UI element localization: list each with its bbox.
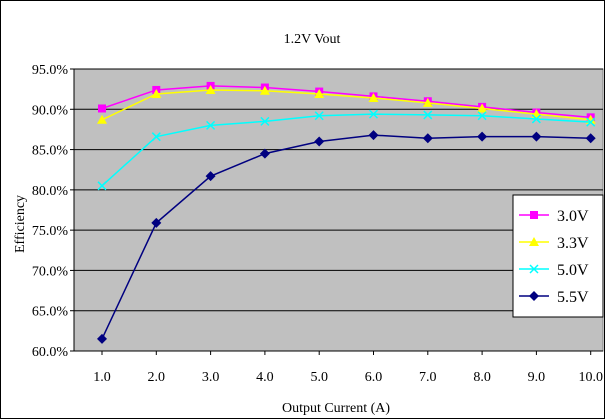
data-point-5-0v	[423, 110, 433, 120]
x-tick-label: 3.0	[202, 370, 220, 385]
x-tick-label: 9.0	[528, 370, 546, 385]
series-3-3v	[97, 84, 596, 124]
data-point-5-0v	[97, 181, 107, 191]
y-tick-label: 95.0%	[32, 63, 69, 78]
data-point-3-3v	[259, 85, 270, 95]
data-point-5-5v	[477, 131, 488, 142]
legend-label-5-0v: 5.0V	[557, 262, 589, 279]
legend-marker-3-0v	[530, 211, 538, 219]
y-tick-label: 75.0%	[32, 224, 69, 239]
data-point-5-0v	[314, 111, 324, 121]
data-point-5-5v	[205, 171, 216, 182]
x-tick-label: 8.0	[473, 370, 491, 385]
legend-label-5-5v: 5.5V	[557, 289, 589, 306]
legend-marker-5-5v	[529, 291, 539, 301]
data-point-5-0v	[477, 111, 487, 121]
x-tick-label: 1.0	[93, 370, 111, 385]
chart-title: 1.2V Vout	[284, 32, 341, 47]
data-point-3-0v	[98, 104, 106, 113]
data-point-5-5v	[585, 133, 596, 144]
y-tick-label: 65.0%	[32, 305, 69, 320]
data-point-5-0v	[260, 116, 270, 126]
data-point-5-0v	[531, 114, 541, 124]
x-tick-label: 2.0	[148, 370, 166, 385]
x-tick-label: 10.0	[578, 370, 603, 385]
data-point-5-5v	[97, 333, 107, 344]
legend-marker-5-0v	[529, 264, 539, 274]
y-axis-label: Efficiency	[13, 195, 28, 253]
data-point-3-3v	[368, 93, 379, 103]
data-point-5-0v	[206, 120, 216, 130]
data-point-3-3v	[205, 84, 216, 94]
data-point-3-3v	[97, 114, 107, 124]
series-line-3-3v	[101, 89, 591, 121]
data-point-5-5v	[314, 136, 325, 147]
y-tick-label: 60.0%	[32, 345, 69, 360]
series-5-0v	[97, 109, 596, 191]
series-5-5v	[97, 130, 596, 344]
data-point-3-3v	[314, 88, 325, 98]
data-point-5-0v	[368, 109, 379, 119]
series-line-5-0v	[101, 113, 591, 187]
legend-label-3-3v: 3.3V	[557, 235, 589, 252]
legend-label-3-0v: 3.0V	[557, 208, 589, 225]
data-point-3-3v	[422, 97, 433, 107]
data-point-5-5v	[151, 217, 162, 228]
y-tick-label: 90.0%	[32, 103, 69, 118]
series-line-3-0v	[101, 85, 591, 119]
y-tick-label: 80.0%	[32, 184, 69, 199]
data-point-5-5v	[422, 133, 433, 144]
legend: 3.0V 3.3V 5.0V 5.5V	[512, 194, 604, 318]
data-point-5-5v	[259, 148, 270, 159]
data-point-3-3v	[477, 103, 488, 113]
data-point-5-5v	[531, 131, 542, 142]
data-point-5-0v	[151, 132, 161, 142]
x-tick-label: 6.0	[365, 370, 383, 385]
x-tick-label: 5.0	[310, 370, 328, 385]
x-axis-label: Output Current (A)	[282, 401, 390, 416]
x-tick-label: 4.0	[256, 370, 274, 385]
legend-marker-3-3v	[529, 237, 539, 246]
y-tick-label: 70.0%	[32, 264, 69, 279]
x-tick-label: 7.0	[419, 370, 437, 385]
series-line-5-5v	[101, 134, 591, 340]
data-point-5-0v	[586, 117, 596, 127]
data-point-3-3v	[151, 88, 162, 98]
y-tick-label: 85.0%	[32, 144, 69, 159]
data-point-5-5v	[368, 130, 379, 141]
